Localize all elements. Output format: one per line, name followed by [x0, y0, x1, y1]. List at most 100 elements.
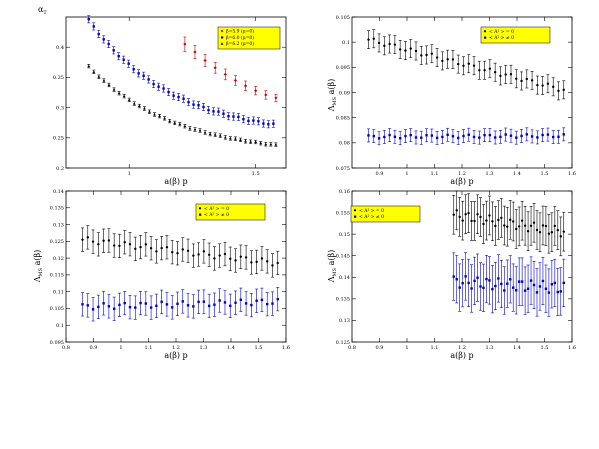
data-point [458, 286, 461, 289]
data-point [244, 256, 248, 259]
data-point [482, 286, 485, 290]
data-point [102, 302, 105, 305]
y-tick-label: 0.13 [53, 222, 64, 228]
data-point [520, 280, 524, 283]
data-point [158, 114, 161, 118]
data-point [546, 133, 550, 136]
data-point [208, 132, 212, 136]
series-square [367, 127, 566, 146]
data-point [207, 253, 211, 256]
data-point [393, 135, 397, 138]
data-point [81, 303, 84, 306]
data-point [260, 298, 264, 302]
y-tick-label: 0.105 [50, 306, 64, 312]
data-point [509, 134, 513, 137]
plot-frame [65, 16, 287, 169]
data-point [91, 308, 95, 311]
data-point [547, 291, 551, 294]
y-axis-label-symbol: Λ [327, 105, 336, 112]
y-tick-label: 0.135 [336, 297, 350, 303]
data-point [462, 64, 465, 67]
data-point [541, 279, 545, 283]
data-point [232, 115, 235, 118]
legend: β=5.9 (μ=0)β=6.0 (μ=0)β=6.2 (μ=0) [217, 26, 281, 50]
legend-marker [199, 213, 202, 216]
data-point [182, 97, 185, 100]
data-point [409, 133, 412, 137]
x-tick-label: 1.3 [486, 345, 494, 351]
legend-marker [353, 209, 357, 212]
x-tick-label: 1.2 [458, 171, 466, 177]
series-square [81, 287, 280, 322]
x-tick-label: 1.2 [458, 345, 466, 351]
data-point [87, 64, 91, 68]
data-point [165, 246, 169, 249]
legend-box [350, 205, 421, 223]
series-circle [452, 190, 566, 257]
data-point [107, 83, 111, 86]
data-point [500, 216, 503, 220]
data-point [472, 135, 476, 139]
y-tick-label: 0.125 [50, 239, 64, 245]
data-point [234, 259, 237, 262]
data-point [147, 78, 150, 81]
y-tick-label: 0.14 [339, 275, 350, 281]
data-point [372, 134, 375, 138]
data-point [451, 135, 455, 138]
data-point [525, 133, 529, 136]
data-point [218, 299, 221, 302]
y-tick-label: 0.11 [53, 289, 64, 295]
y-axis-label-symbol: α [38, 5, 44, 14]
data-point [515, 77, 518, 80]
y-axis-label-symbol: Λ [327, 276, 336, 283]
data-point [265, 260, 269, 263]
data-point [107, 42, 110, 46]
data-point [262, 122, 265, 125]
data-point [198, 129, 202, 132]
data-point [470, 219, 473, 223]
data-point [188, 126, 192, 130]
data-point [118, 303, 121, 307]
legend-marker [484, 36, 487, 39]
data-point [478, 69, 481, 72]
data-point [213, 133, 217, 136]
x-tick-label: 1.3 [200, 345, 208, 351]
data-point [117, 54, 120, 58]
data-point [388, 133, 391, 137]
data-point [213, 257, 216, 260]
data-point [512, 220, 515, 223]
x-tick-label: 1.2 [172, 345, 180, 351]
data-point [509, 73, 513, 76]
data-point [523, 289, 527, 292]
data-point [532, 283, 536, 287]
data-point [556, 290, 560, 294]
x-tick-label: 0.9 [376, 171, 384, 177]
legend-label: β=6.0 (μ=0) [226, 34, 254, 41]
y-tick-label: 0.1 [56, 323, 64, 329]
data-point [562, 88, 565, 92]
x-tick-label: 1.5 [252, 171, 260, 177]
data-point [520, 79, 523, 83]
data-point [493, 71, 497, 74]
y-tick-label: 0.145 [336, 254, 350, 260]
data-point [557, 89, 560, 93]
data-point [244, 139, 247, 143]
legend: < A² > = 0< A² > ≠ 0 [350, 205, 421, 223]
series-circle [367, 29, 566, 101]
data-point [127, 98, 131, 101]
x-tick-label: 1.4 [513, 171, 521, 177]
data-point [86, 236, 89, 239]
y-tick-label: 0.16 [339, 189, 350, 195]
data-point [183, 124, 187, 128]
data-point [171, 306, 174, 309]
data-point [482, 222, 485, 226]
data-point [483, 133, 486, 137]
legend-label: < A² > = 0 [359, 208, 384, 214]
legend-label: < A² > = 0 [204, 206, 229, 212]
y-tick-label: 0.4 [56, 45, 64, 51]
data-point [197, 253, 200, 256]
data-point [509, 218, 512, 222]
data-point [181, 300, 184, 303]
x-tick-label: 1.5 [255, 345, 263, 351]
